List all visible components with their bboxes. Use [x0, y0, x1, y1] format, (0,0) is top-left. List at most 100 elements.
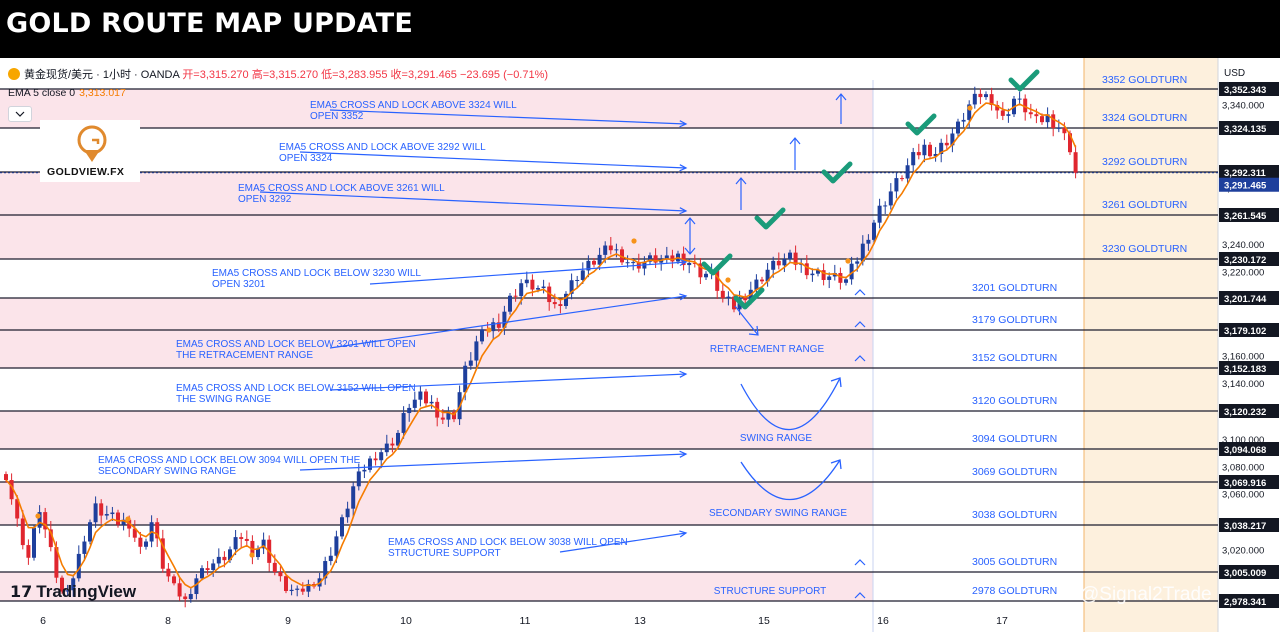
- goldturn-label: 3230 GOLDTURN: [1102, 243, 1187, 255]
- price-tag-bg: [1219, 252, 1279, 266]
- tradingview-logo[interactable]: 𝟭𝟳 TradingView: [10, 582, 136, 602]
- candle-body: [704, 273, 708, 278]
- candle-body: [424, 391, 428, 404]
- candle-body: [821, 270, 826, 280]
- annotation-arrow: [329, 373, 687, 391]
- candle-body: [933, 153, 938, 157]
- candle-body: [205, 568, 210, 571]
- candle-body: [412, 399, 417, 408]
- x-tick-label: 10: [400, 615, 412, 627]
- candle-body: [788, 252, 792, 260]
- pivot-dot: [631, 238, 637, 244]
- candle-body: [306, 584, 311, 592]
- candle-body: [76, 553, 81, 579]
- check-icon: [754, 207, 786, 230]
- price-tag-text: 3,292.311: [1224, 168, 1266, 179]
- candle-body: [928, 144, 932, 157]
- candle-body: [104, 514, 109, 516]
- price-tag-bg: [1219, 165, 1279, 179]
- y-tick-label: 3,140.000: [1222, 379, 1264, 390]
- candle-body: [26, 545, 31, 558]
- candle-body: [379, 452, 384, 461]
- y-tick-label: 3,220.000: [1222, 267, 1264, 278]
- candle-body: [160, 538, 165, 569]
- candle-body: [1051, 114, 1056, 128]
- candle-body: [32, 527, 36, 558]
- candle-body: [592, 260, 596, 265]
- candle-body: [216, 556, 221, 564]
- collapse-button[interactable]: [8, 106, 32, 122]
- price-tag-text: 3,152.183: [1224, 364, 1266, 375]
- candle-body: [295, 588, 300, 590]
- ema-legend[interactable]: EMA 5 close 0 3,313.017: [8, 87, 126, 99]
- candle-body: [1006, 114, 1011, 116]
- annotation-text: EMA5 CROSS AND LOCK BELOW 3094 WILL OPEN…: [98, 455, 361, 466]
- ema-value: 3,313.017: [79, 87, 126, 99]
- tradingview-label: TradingView: [36, 582, 137, 601]
- price-tag-text: 3,230.172: [1224, 255, 1266, 266]
- chart-area[interactable]: USD 3,340.0003,280.0003,240.0003,220.000…: [0, 58, 1280, 632]
- candle-body: [418, 391, 423, 400]
- price-tag-text: 3,069.916: [1224, 478, 1266, 489]
- candle-body: [121, 519, 126, 525]
- small-up-arrowhead: [854, 355, 866, 362]
- candle-body: [608, 245, 613, 251]
- price-tag-bg: [1219, 565, 1279, 579]
- annotation-arrow: [299, 151, 687, 169]
- annotation-arrow: [299, 453, 687, 471]
- pink-band: [0, 215, 873, 259]
- candle-body: [967, 104, 972, 120]
- up-arrowhead: [835, 93, 847, 101]
- candle-body: [956, 121, 960, 134]
- arrowhead: [679, 293, 688, 301]
- goldturn-label: 3120 GOLDTURN: [972, 395, 1057, 407]
- price-tag-bg: [1219, 475, 1279, 489]
- candle-body: [939, 142, 944, 154]
- price-chart[interactable]: USD 3,340.0003,280.0003,240.0003,220.000…: [0, 58, 1280, 632]
- candle-body: [855, 261, 860, 264]
- price-tag-text: 3,179.102: [1224, 326, 1266, 337]
- x-ticks-layer: 6 8 9 10 11 13 15 16 17: [40, 615, 1008, 627]
- last-price-tag-text: 3,291.465: [1224, 181, 1267, 192]
- annotation-arrow: [329, 109, 687, 125]
- price-tag-text: 3,201.744: [1224, 294, 1267, 305]
- candle-body: [995, 105, 1000, 111]
- symbol-name[interactable]: 黄金现货/美元 · 1小时 · OANDA: [24, 69, 180, 81]
- price-axis-bg: [1218, 58, 1280, 632]
- candle-body: [440, 417, 445, 420]
- candle-body: [726, 296, 731, 299]
- pivot-dots-layer: [35, 105, 973, 558]
- candle-body: [603, 245, 608, 255]
- candle-body: [177, 583, 182, 597]
- candle-body: [961, 119, 966, 122]
- annotation-text: OPEN 3324: [279, 153, 333, 164]
- annotation-text: STRUCTURE SUPPORT: [388, 548, 501, 559]
- x-tick-label: 15: [758, 615, 770, 627]
- x-tick-label: 11: [520, 615, 531, 627]
- y-tick-label: 3,080.000: [1222, 462, 1264, 473]
- candle-body: [782, 259, 787, 266]
- candle-body: [65, 590, 70, 592]
- annotation-arrow: [329, 295, 687, 349]
- goldturn-label: 3292 GOLDTURN: [1102, 156, 1187, 168]
- annotation-text: OPEN 3352: [310, 111, 364, 122]
- candle-body: [110, 512, 115, 515]
- candle-body: [9, 480, 14, 500]
- pink-band: [0, 89, 873, 128]
- candle-body: [670, 255, 675, 262]
- candle-body: [194, 578, 199, 595]
- currency-label: USD: [1224, 68, 1245, 79]
- price-tag-text: 3,120.232: [1224, 407, 1266, 418]
- title-bar: GOLD ROUTE MAP UPDATE: [0, 0, 1280, 58]
- candle-body: [132, 528, 137, 538]
- arrowhead: [679, 450, 688, 458]
- candle-body: [922, 144, 927, 156]
- candle-body: [452, 412, 456, 420]
- check-icon: [1008, 69, 1040, 92]
- range-label: SWING RANGE: [740, 433, 813, 444]
- candle-body: [82, 541, 87, 554]
- candle-body: [1028, 112, 1033, 115]
- swing-arc: [740, 377, 841, 431]
- x-tick-label: 17: [996, 615, 1008, 627]
- candle-body: [1062, 127, 1067, 134]
